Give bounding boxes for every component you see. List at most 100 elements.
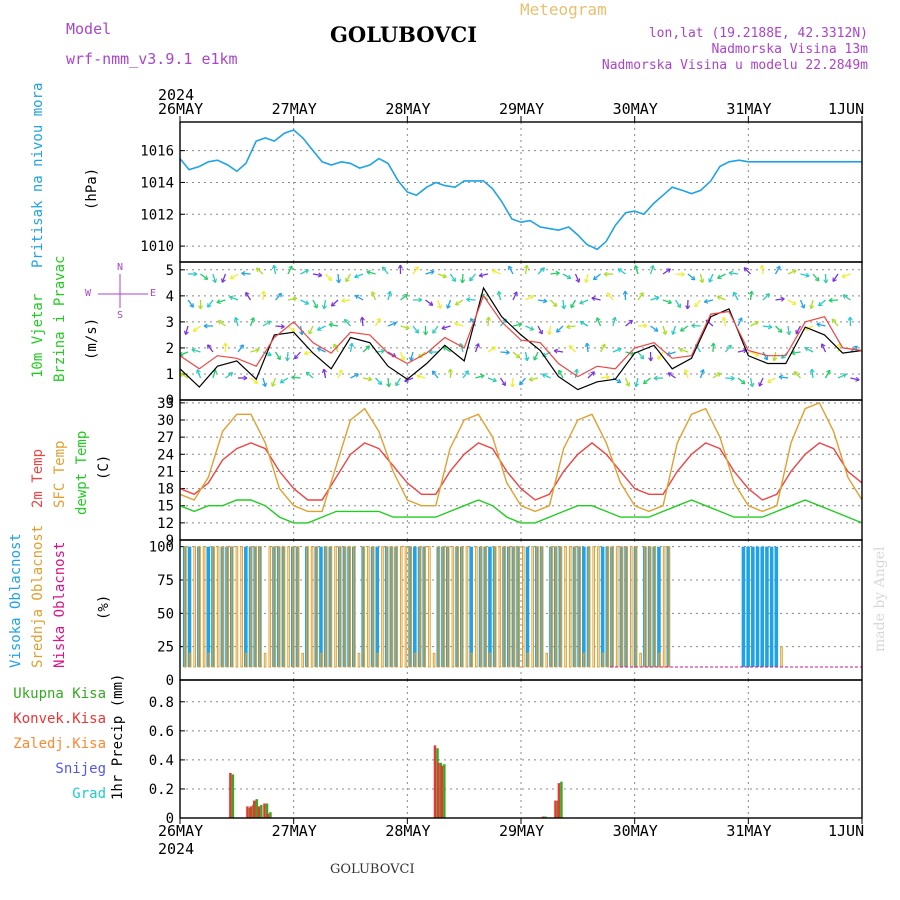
wind-arrow bbox=[596, 317, 602, 327]
cloud-mid-bar bbox=[423, 546, 427, 668]
cloud-mid-bar bbox=[662, 546, 666, 668]
wind-arrow bbox=[774, 265, 781, 275]
wind-arrow-head bbox=[529, 295, 534, 300]
wind-arrow-head bbox=[524, 356, 530, 362]
wind-arrow bbox=[749, 377, 754, 387]
cloud-mid-bar bbox=[216, 546, 220, 668]
wind-arrow bbox=[662, 299, 672, 304]
wind-arrow-head bbox=[603, 271, 608, 277]
cloud-mid-bar bbox=[404, 546, 408, 668]
wind-arrow-head bbox=[271, 382, 276, 387]
wind-arrow bbox=[337, 369, 343, 379]
cloud-mid-bar bbox=[475, 546, 478, 668]
wind-arrow-head bbox=[800, 304, 806, 309]
wind-arrow-head bbox=[191, 347, 196, 353]
wind-arrow-head bbox=[708, 278, 713, 283]
wind-arrow bbox=[634, 265, 639, 275]
wind-arrow-head bbox=[478, 272, 484, 278]
tick-label: 0.4 bbox=[149, 753, 174, 769]
wind-arrow-head bbox=[508, 265, 513, 271]
wind-arrow-head bbox=[841, 273, 847, 279]
wind-arrow bbox=[317, 325, 326, 331]
wind-arrow-head bbox=[207, 344, 212, 349]
precip-convective-bar bbox=[253, 800, 256, 818]
wind-arrow bbox=[300, 269, 309, 275]
wind-arrow bbox=[511, 377, 514, 388]
wind-arrow-head bbox=[260, 290, 267, 295]
wind-arrow-head bbox=[625, 382, 631, 387]
cloud-mid-bar bbox=[202, 546, 206, 668]
cloud-mid-bar bbox=[193, 546, 196, 668]
wind-arrow bbox=[728, 272, 739, 275]
wind-arrow bbox=[775, 325, 783, 333]
wind-arrow bbox=[717, 295, 726, 301]
cloud-mid-bar bbox=[503, 546, 506, 668]
wind-arrow bbox=[662, 268, 671, 275]
temp-dewpt-line bbox=[179, 499, 863, 524]
wind-arrow bbox=[425, 299, 434, 306]
wind-arrow-head bbox=[666, 268, 671, 273]
wind-arrow-head bbox=[552, 302, 558, 308]
wind-arrow bbox=[262, 320, 271, 327]
cloud-mid-bar bbox=[329, 546, 333, 668]
wind-arrow bbox=[519, 377, 526, 386]
wind-arrow bbox=[375, 377, 383, 386]
wind-arrow-head bbox=[617, 268, 623, 273]
wind-arrow-head bbox=[547, 330, 553, 336]
wind-arrow bbox=[196, 369, 202, 379]
wind-arrow bbox=[750, 321, 759, 327]
wind-arrow bbox=[245, 292, 252, 301]
wind-arrow bbox=[837, 373, 847, 379]
cloud-high-bar bbox=[746, 546, 750, 667]
wind-arrow bbox=[824, 369, 831, 379]
wind-arrow-head bbox=[634, 382, 640, 388]
cloud-mid-bar bbox=[409, 546, 412, 668]
wind-arrow bbox=[550, 299, 558, 307]
wind-arrow bbox=[432, 325, 439, 334]
wind-arrow-head bbox=[292, 296, 298, 302]
wind-arrow bbox=[366, 271, 376, 275]
wind-arrow bbox=[579, 320, 589, 327]
cloud-mid-bar bbox=[291, 546, 295, 668]
cloud-mid-bar bbox=[442, 546, 445, 668]
wind-arrow-head bbox=[447, 368, 453, 373]
wind-arrow bbox=[818, 299, 826, 307]
wind-arrow bbox=[811, 368, 814, 379]
cloud-mid-bar bbox=[385, 546, 389, 668]
cloud-mid-bar bbox=[587, 546, 591, 668]
wind-arrow bbox=[795, 325, 802, 335]
cloud-mid-bar bbox=[306, 546, 309, 668]
wind-arrow-head bbox=[816, 322, 821, 328]
wind-arrow-head bbox=[541, 373, 547, 378]
wind-arrow-head bbox=[341, 298, 346, 304]
wind-arrow bbox=[568, 345, 576, 353]
wind-arrow-head bbox=[405, 325, 410, 330]
wind-arrow-head bbox=[809, 304, 815, 310]
cloud-mid-bar bbox=[550, 546, 553, 668]
wind-arrow bbox=[800, 273, 810, 277]
wind-arrow-head bbox=[523, 264, 529, 270]
wind-arrow bbox=[699, 369, 705, 379]
wind-arrow-head bbox=[575, 278, 581, 283]
wind-arrow bbox=[537, 267, 545, 275]
wind-arrow bbox=[821, 343, 827, 353]
wind-arrow-head bbox=[284, 357, 291, 362]
wind-arrow bbox=[737, 377, 746, 385]
wind-arrow bbox=[387, 291, 391, 301]
wind-arrow-head bbox=[743, 267, 749, 272]
wind-arrow bbox=[671, 325, 677, 335]
tick-label: 30 bbox=[157, 413, 174, 429]
wind-arrow-head bbox=[216, 299, 221, 305]
wind-arrow-head bbox=[717, 274, 722, 280]
precip-convective-bar bbox=[437, 762, 440, 818]
wind-arrow bbox=[643, 377, 651, 385]
wind-arrow bbox=[262, 290, 265, 301]
tick-label: 0.2 bbox=[149, 782, 174, 798]
wind-arrow-head bbox=[510, 383, 516, 388]
wind-arrow bbox=[529, 377, 539, 381]
wind-arrow bbox=[778, 376, 789, 379]
wind-arrow-head bbox=[304, 300, 310, 305]
wind-arrow-head bbox=[423, 331, 429, 336]
precip-convective-bar bbox=[266, 813, 270, 818]
wind-arrow-head bbox=[485, 316, 491, 321]
